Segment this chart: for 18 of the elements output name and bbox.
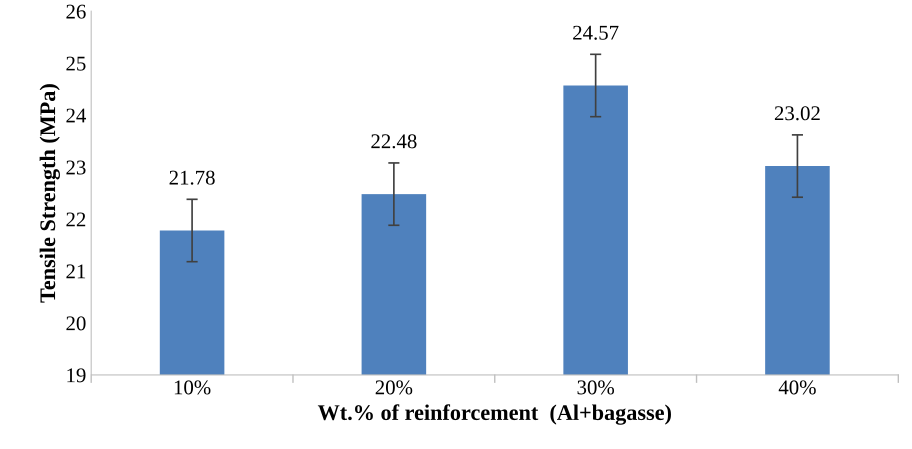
- x-axis-title: Wt.% of reinforcement (Al+bagasse): [318, 404, 671, 425]
- y-tick-label: 26: [66, 4, 86, 19]
- y-tick-label: 19: [67, 368, 86, 382]
- x-tick-label: 20%: [376, 380, 412, 395]
- data-label: 24.57: [573, 26, 618, 40]
- data-label: 21.78: [170, 170, 215, 185]
- x-tick-label: 10%: [174, 380, 210, 395]
- x-tick-label: 40%: [778, 380, 816, 395]
- y-tick-label: 23: [66, 160, 86, 175]
- data-label: 23.02: [774, 106, 820, 120]
- y-tick-label: 20: [66, 316, 86, 330]
- data-label: 22.48: [371, 134, 417, 148]
- y-tick-label: 21: [66, 264, 86, 278]
- y-axis-title: Tensile Strength (MPa): [40, 84, 60, 303]
- y-tick-label: 22: [66, 212, 86, 226]
- x-tick-label: 30%: [578, 380, 614, 395]
- y-tick-label: 24: [66, 108, 86, 122]
- y-tick-label: 25: [66, 56, 86, 71]
